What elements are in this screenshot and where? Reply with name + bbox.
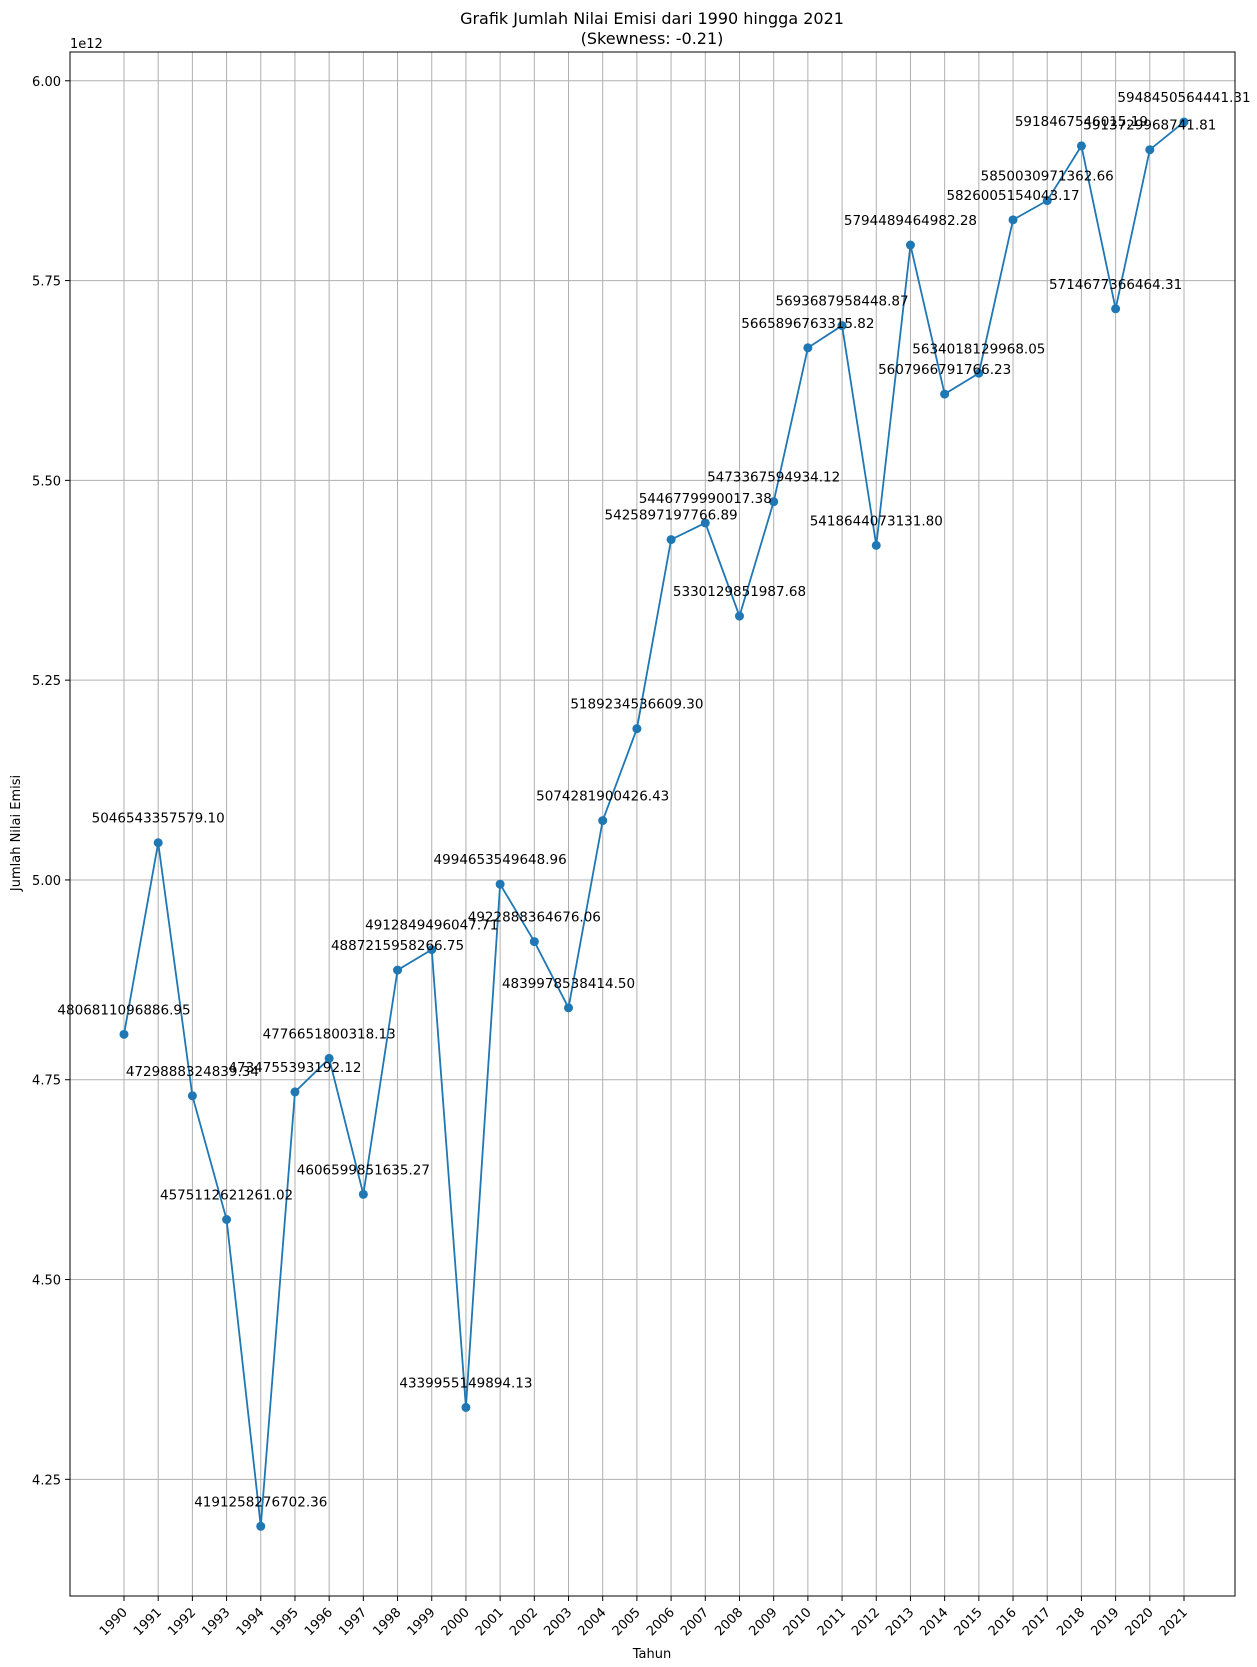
data-point xyxy=(1008,215,1018,225)
data-label: 5794489464982.28 xyxy=(844,213,977,229)
data-label: 4806811096886.95 xyxy=(57,1002,190,1018)
data-label: 5607966791766.23 xyxy=(878,362,1011,378)
data-label: 5918467546015.19 xyxy=(1015,114,1148,130)
data-point xyxy=(598,816,608,826)
data-point xyxy=(940,389,950,399)
y-axis-label: Jumlah Nilai Emisi xyxy=(9,775,24,892)
data-point xyxy=(734,611,744,621)
plot-area-frame xyxy=(69,51,1236,1597)
y-tick-label: 4.25 xyxy=(32,1473,61,1488)
data-label: 4912849496047.71 xyxy=(365,918,498,934)
data-label: 4839978538414.50 xyxy=(502,976,635,992)
data-label: 4339955149894.13 xyxy=(399,1375,532,1391)
data-point xyxy=(256,1521,266,1531)
data-point xyxy=(222,1215,232,1224)
data-point xyxy=(1076,141,1086,151)
data-point xyxy=(803,343,813,353)
data-label: 5948450564441.31 xyxy=(1117,90,1250,106)
y-tick-label: 5.75 xyxy=(32,275,61,290)
data-point xyxy=(666,535,676,545)
data-label: 5665896763315.82 xyxy=(741,316,874,332)
data-label: 4994653549648.96 xyxy=(434,852,567,868)
data-points xyxy=(119,117,1189,1531)
data-label: 4887215958266.75 xyxy=(331,938,464,954)
y-tick-label: 6.00 xyxy=(32,75,61,90)
chart-title: Grafik Jumlah Nilai Emisi dari 1990 hing… xyxy=(460,9,844,28)
data-label: 4575112621261.02 xyxy=(160,1188,293,1204)
data-point xyxy=(1111,304,1121,314)
y-tick-label: 4.50 xyxy=(32,1274,61,1289)
grid-layer xyxy=(70,52,1235,1596)
chart-subtitle: (Skewness: -0.21) xyxy=(581,29,724,48)
y-tick-label: 4.75 xyxy=(32,1074,61,1089)
y-tick-label: 5.00 xyxy=(32,874,61,889)
data-point xyxy=(393,965,403,975)
y-tick-label: 5.25 xyxy=(32,674,61,689)
x-axis-label: Tahun xyxy=(632,1647,671,1662)
series-line xyxy=(123,121,1185,1527)
data-label: 5189234536609.30 xyxy=(570,697,703,713)
data-point xyxy=(324,1053,334,1063)
data-label: 5850030971362.66 xyxy=(981,169,1114,185)
data-label: 5046543357579.10 xyxy=(92,811,225,827)
data-point xyxy=(358,1189,368,1199)
data-point xyxy=(974,368,984,378)
data-label: 5418644073131.80 xyxy=(810,513,943,529)
data-label: 4606599851635.27 xyxy=(297,1162,430,1178)
data-point xyxy=(119,1029,129,1039)
data-point xyxy=(187,1091,197,1101)
data-point xyxy=(1145,145,1155,155)
y-tick-label: 5.50 xyxy=(32,474,61,489)
data-label: 5913729968741.81 xyxy=(1083,118,1216,134)
y-axis-ticks: 4.25 4.50 4.75 5.00 5.25 5.50 5.75 6.00 xyxy=(32,75,70,1488)
data-label: 5634018129968.05 xyxy=(912,341,1045,357)
data-point xyxy=(153,838,163,848)
y-offset-label: 1e12 xyxy=(70,37,103,52)
data-point xyxy=(769,497,779,507)
data-point xyxy=(564,1003,574,1013)
data-point xyxy=(837,321,847,331)
data-point xyxy=(1179,117,1189,127)
data-label: 4734755393192.12 xyxy=(228,1060,361,1076)
data-point xyxy=(427,945,437,955)
data-label: 5425897197766.89 xyxy=(605,508,738,524)
data-label: 4776651800318.13 xyxy=(263,1026,396,1042)
data-label: 5693687958448.87 xyxy=(775,294,908,310)
data-point xyxy=(495,879,505,889)
data-label: 5330129851987.68 xyxy=(673,584,806,600)
data-label: 4191258276702.36 xyxy=(194,1494,327,1510)
data-point xyxy=(529,937,539,947)
data-point xyxy=(632,724,642,734)
data-point xyxy=(700,518,710,528)
data-point xyxy=(461,1402,471,1412)
data-label: 5446779990017.38 xyxy=(639,491,772,507)
data-label: 4922888364676.06 xyxy=(468,910,601,926)
data-label: 4729888324839.34 xyxy=(126,1064,259,1080)
data-point xyxy=(1042,196,1052,206)
data-point xyxy=(905,240,915,250)
data-labels: 4806811096886.95 5046543357579.10 47298883… xyxy=(57,90,1250,1510)
data-point xyxy=(871,540,881,550)
data-label: 5473367594934.12 xyxy=(707,470,840,486)
data-label: 5714677366464.31 xyxy=(1049,277,1182,293)
data-label: 5826005154043.17 xyxy=(946,188,1079,204)
data-point xyxy=(290,1087,300,1097)
data-label: 5074281900426.43 xyxy=(536,789,669,805)
